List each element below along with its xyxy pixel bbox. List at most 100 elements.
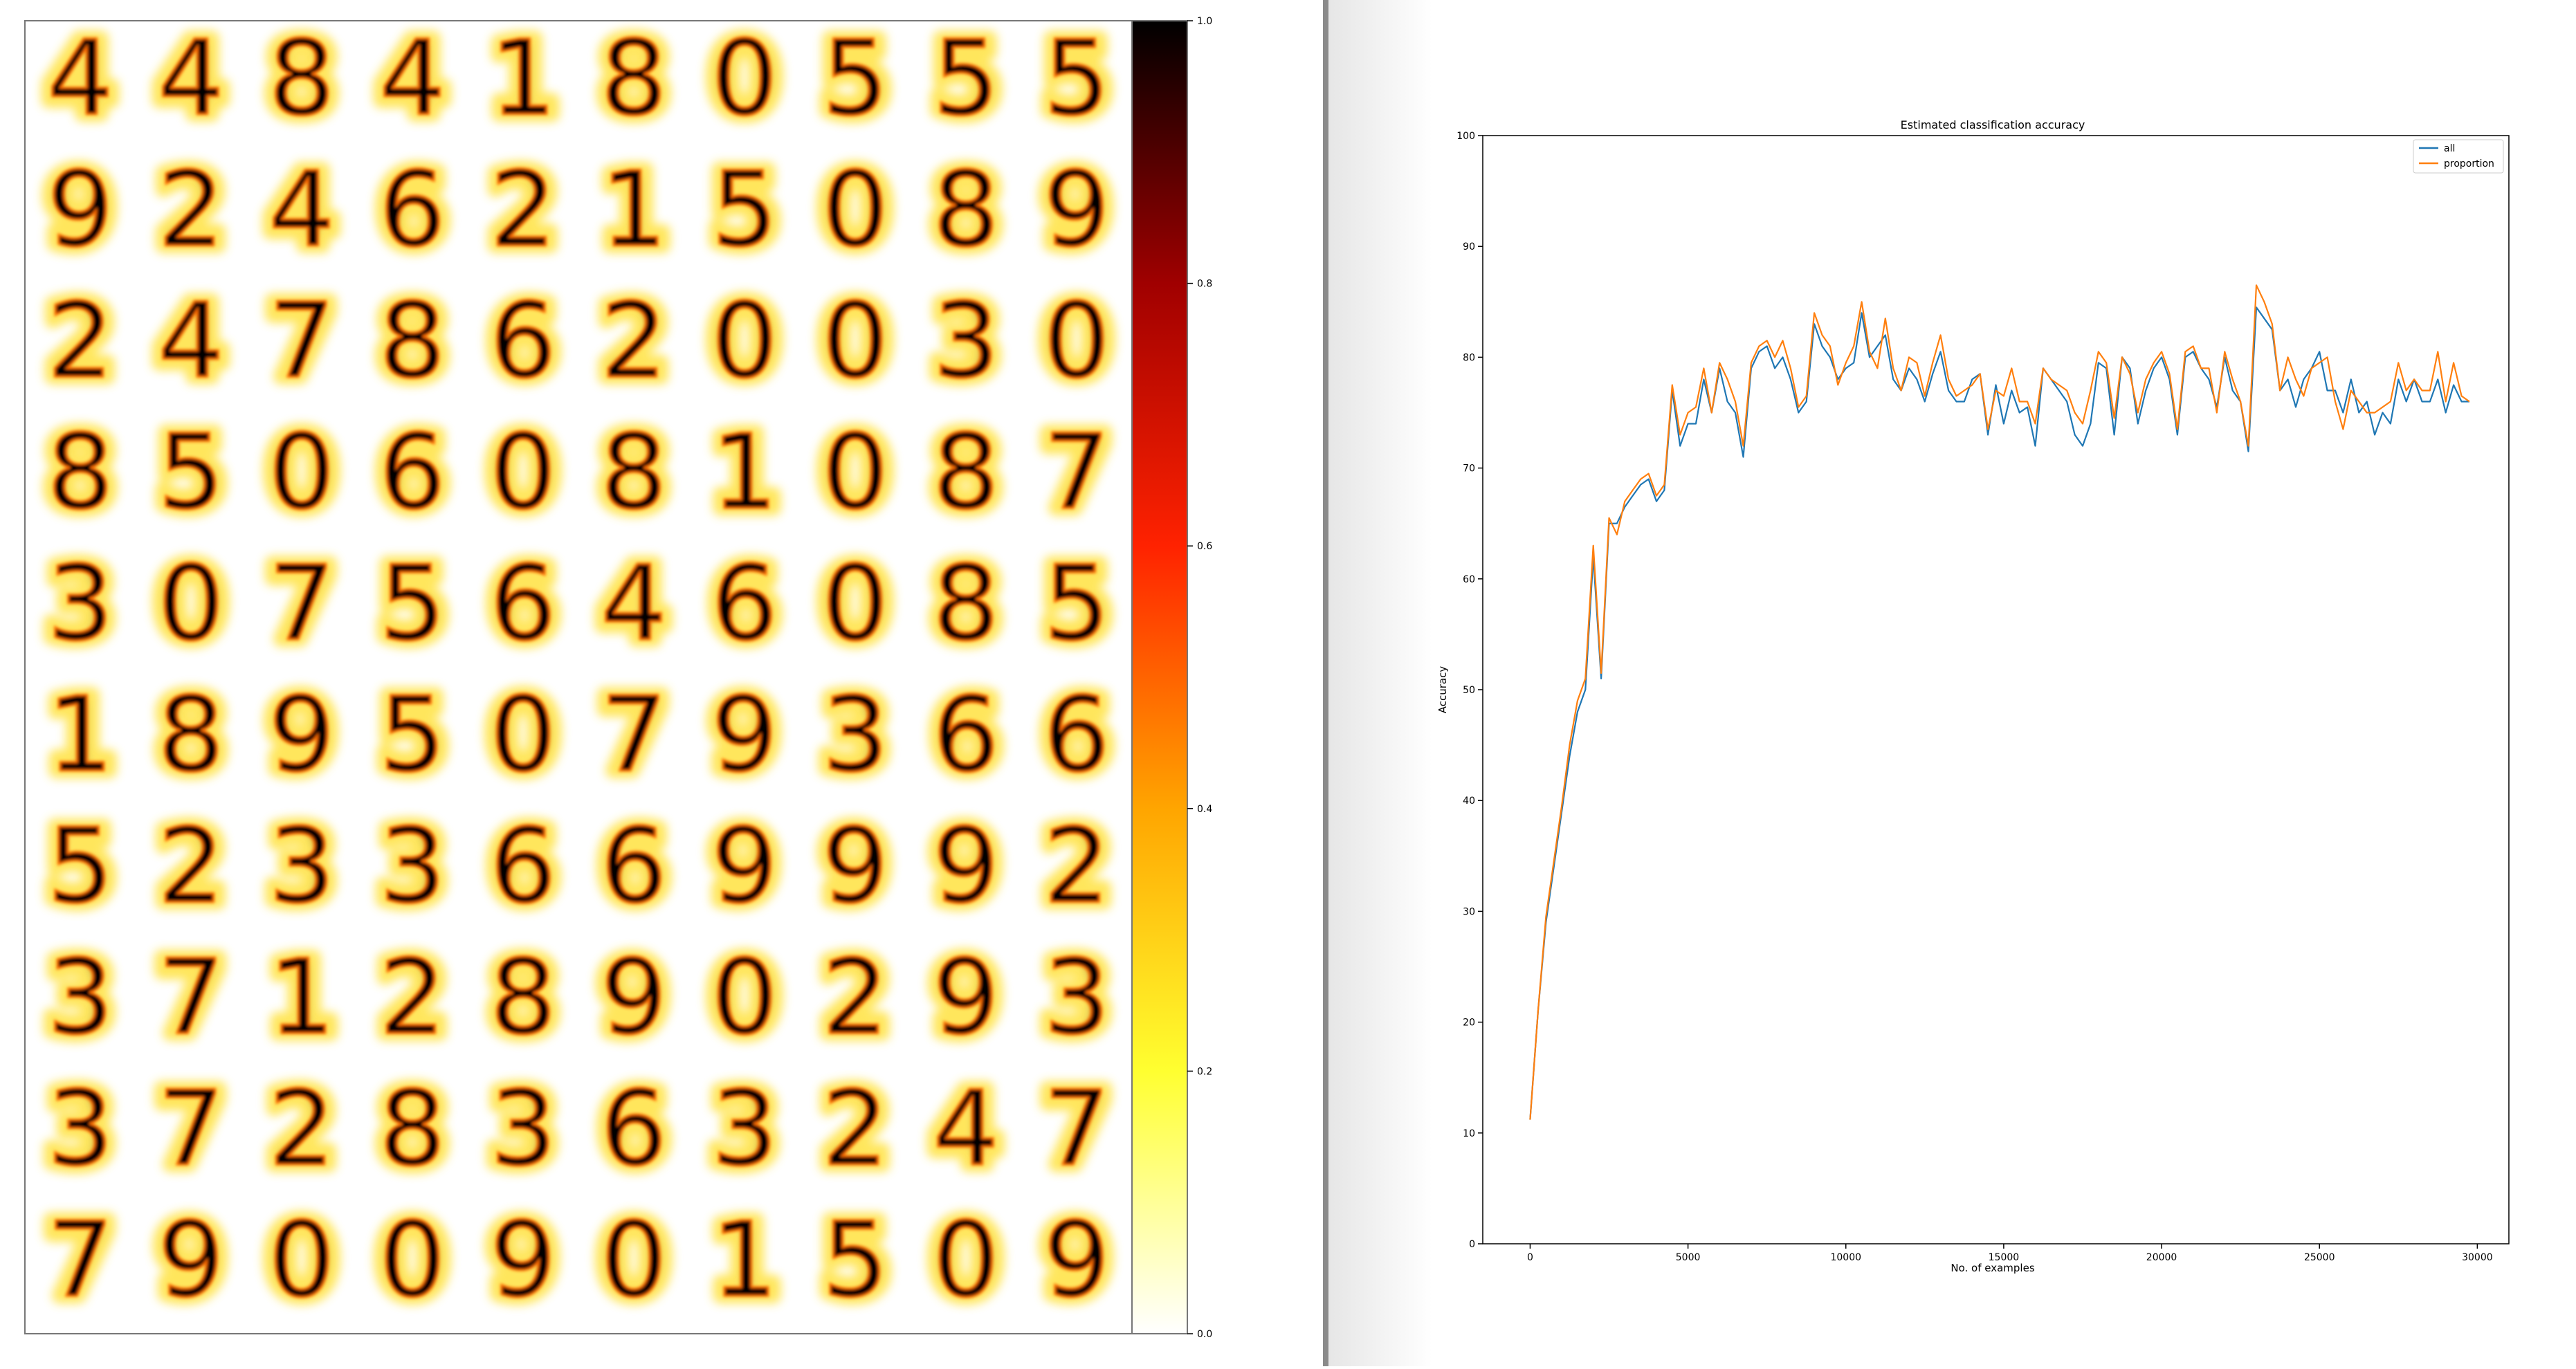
digit-halo: 9 (709, 675, 780, 796)
digit-halo: 7 (1041, 412, 1113, 533)
digit-glyph: 1 (711, 412, 777, 533)
digit-cell: 66 (922, 668, 1010, 803)
digit-cell: 44 (37, 11, 124, 147)
digit-glyph: 3 (1043, 938, 1109, 1058)
digit-cell: 88 (258, 11, 345, 147)
x-axis-label: No. of examples (1951, 1262, 2034, 1274)
digit-glyph: 9 (933, 938, 998, 1058)
digit-glyph: 7 (158, 938, 223, 1058)
digit-halo: 5 (930, 19, 1002, 139)
digit-glyph: 7 (158, 1069, 223, 1189)
digit-halo: 9 (266, 675, 338, 796)
digit-cell: 11 (258, 930, 345, 1066)
digit-glyph: 2 (268, 1069, 334, 1189)
digit-halo: 8 (930, 412, 1002, 533)
digit-cell: 22 (1033, 799, 1120, 935)
digit-glyph: 7 (1043, 1069, 1109, 1189)
y-tick-label: 30 (1463, 906, 1475, 917)
digit-glyph: 3 (47, 938, 113, 1058)
digit-glyph: 1 (47, 675, 113, 796)
digit-halo: 0 (1041, 282, 1113, 402)
digit-halo: 3 (819, 675, 891, 796)
digit-glyph: 4 (158, 282, 223, 402)
digit-glyph: 8 (490, 938, 556, 1058)
digit-cell: 33 (37, 536, 124, 672)
digit-glyph: 1 (490, 19, 556, 139)
digit-halo: 6 (598, 1069, 670, 1189)
digit-halo: 5 (709, 150, 780, 270)
digit-cell: 99 (1033, 1193, 1120, 1328)
digit-halo: 4 (155, 282, 227, 402)
digit-halo: 2 (376, 938, 448, 1058)
digit-halo: 0 (819, 412, 891, 533)
digit-cell: 00 (922, 1193, 1010, 1328)
digit-glyph: 3 (490, 1069, 556, 1189)
digit-glyph: 5 (711, 150, 777, 270)
digit-halo: 0 (930, 1200, 1002, 1321)
digit-cell: 33 (37, 930, 124, 1066)
digit-glyph: 0 (711, 938, 777, 1058)
digit-cell: 99 (1033, 143, 1120, 278)
digit-glyph: 4 (47, 19, 113, 139)
digit-glyph: 3 (379, 807, 445, 927)
digit-halo: 3 (266, 807, 338, 927)
digit-cell: 22 (479, 143, 567, 278)
digit-glyph: 4 (601, 544, 666, 664)
legend-label-proportion: proportion (2444, 158, 2494, 169)
digit-halo: 3 (487, 1069, 559, 1189)
digit-glyph: 9 (268, 675, 334, 796)
digit-cell: 44 (147, 274, 235, 410)
digit-cell: 00 (258, 1193, 345, 1328)
digit-halo: 7 (1041, 1069, 1113, 1189)
chart-title: Estimated classification accuracy (1901, 118, 2085, 131)
x-tick-label: 25000 (2304, 1252, 2335, 1263)
digit-halo: 0 (376, 1200, 448, 1321)
digit-glyph: 7 (1043, 412, 1109, 533)
digit-cell: 00 (369, 1193, 456, 1328)
digit-cell: 55 (369, 536, 456, 672)
digit-cell: 55 (1033, 11, 1120, 147)
digit-halo: 2 (266, 1069, 338, 1189)
digit-halo: 2 (155, 807, 227, 927)
digit-halo: 6 (376, 150, 448, 270)
digit-halo: 7 (155, 1069, 227, 1189)
digit-cell: 00 (701, 11, 788, 147)
digit-halo: 6 (598, 807, 670, 927)
digit-cell: 00 (258, 405, 345, 540)
digit-cell: 66 (479, 274, 567, 410)
digit-halo: 8 (266, 19, 338, 139)
digit-halo: 5 (155, 412, 227, 533)
digit-glyph: 6 (490, 807, 556, 927)
digit-glyph: 4 (933, 1069, 998, 1189)
digit-halo: 9 (598, 938, 670, 1058)
digit-halo: 6 (487, 282, 559, 402)
digit-glyph: 8 (933, 544, 998, 664)
digit-glyph: 6 (933, 675, 998, 796)
digit-glyph: 3 (822, 675, 888, 796)
digit-cell: 99 (37, 143, 124, 278)
digit-glyph: 2 (1043, 807, 1109, 927)
digit-halo: 2 (1041, 807, 1113, 927)
digit-glyph: 0 (158, 544, 223, 664)
digit-glyph: 0 (601, 1200, 666, 1321)
digit-glyph: 2 (601, 282, 666, 402)
digit-glyph: 7 (268, 544, 334, 664)
y-tick-label: 80 (1463, 352, 1475, 363)
digit-halo: 9 (709, 807, 780, 927)
window-divider[interactable] (1323, 0, 1328, 1366)
digit-cell: 99 (590, 930, 677, 1066)
digit-halo: 2 (819, 1069, 891, 1189)
digit-halo: 5 (376, 544, 448, 664)
digit-cell: 00 (812, 536, 899, 672)
digit-halo: 6 (1041, 675, 1113, 796)
digit-halo: 0 (266, 412, 338, 533)
digit-cell: 77 (147, 930, 235, 1066)
digit-glyph: 0 (822, 412, 888, 533)
digit-halo: 3 (44, 1069, 116, 1189)
digit-cell: 66 (1033, 668, 1120, 803)
digit-glyph: 7 (47, 1200, 113, 1321)
digit-glyph: 4 (379, 19, 445, 139)
